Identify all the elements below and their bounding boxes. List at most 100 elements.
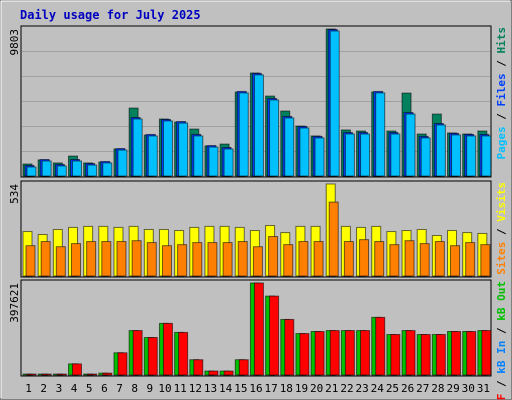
- bar: [146, 242, 157, 277]
- bar: [465, 242, 476, 277]
- bar: [178, 331, 189, 376]
- x-tick-label: 27: [416, 382, 429, 395]
- x-tick-label: 16: [249, 382, 262, 395]
- legend-entry: Hits: [495, 27, 508, 54]
- x-tick-label: 15: [234, 382, 247, 395]
- bar: [435, 334, 446, 376]
- bar: [162, 120, 173, 177]
- bar: [390, 334, 401, 376]
- x-tick-label: 13: [204, 382, 217, 395]
- bar: [86, 241, 97, 277]
- bar: [344, 133, 355, 177]
- bar: [102, 372, 113, 376]
- bar: [359, 239, 370, 277]
- bar: [56, 373, 67, 376]
- bar: [328, 201, 339, 277]
- bar: [360, 330, 371, 376]
- x-tick-label: 18: [280, 382, 293, 395]
- bar: [466, 331, 477, 376]
- x-tick-label: 21: [325, 382, 338, 395]
- bar: [314, 331, 325, 376]
- legend-entry: Sites: [495, 242, 508, 275]
- legend-entry: kB Out: [495, 281, 508, 321]
- bar: [269, 295, 280, 376]
- bar: [268, 236, 279, 277]
- x-tick-label: 1: [25, 382, 32, 395]
- legend-separator: /: [495, 107, 508, 127]
- bar: [25, 245, 36, 277]
- x-tick-label: 2: [40, 382, 47, 395]
- bar: [253, 282, 264, 376]
- bar: [56, 165, 67, 177]
- bar: [71, 160, 82, 177]
- legend: Pages / Files / Hits: [495, 27, 508, 160]
- bar: [41, 160, 52, 177]
- bar: [207, 242, 218, 277]
- bar: [41, 373, 52, 376]
- bar: [343, 241, 354, 277]
- bar: [238, 92, 249, 177]
- bar: [87, 164, 98, 177]
- chart-title: Daily usage for July 2025: [20, 8, 201, 22]
- bar: [132, 330, 143, 376]
- bar: [284, 117, 295, 177]
- bar: [253, 74, 264, 177]
- bar: [178, 122, 189, 177]
- legend-separator: /: [495, 222, 508, 242]
- legend-entry: Files: [495, 73, 508, 106]
- bar: [420, 137, 431, 177]
- x-tick-label: 12: [189, 382, 202, 395]
- legend-separator: /: [495, 321, 508, 341]
- bar: [193, 359, 204, 376]
- bar: [237, 241, 248, 277]
- bar: [374, 241, 385, 277]
- bar: [480, 244, 491, 277]
- bar: [238, 359, 249, 376]
- bar: [162, 322, 173, 376]
- bar: [55, 246, 66, 277]
- x-tick-label: 31: [477, 382, 490, 395]
- bar: [313, 241, 324, 277]
- x-tick-label: 11: [174, 382, 187, 395]
- x-tick-label: 8: [131, 382, 138, 395]
- bar: [177, 244, 188, 277]
- bar: [299, 127, 310, 177]
- x-tick-label: 17: [265, 382, 278, 395]
- bar: [208, 146, 219, 177]
- x-tick-label: 10: [158, 382, 171, 395]
- bar: [284, 318, 295, 376]
- bar: [102, 162, 113, 177]
- bar: [192, 242, 203, 277]
- x-tick-label: 24: [371, 382, 385, 395]
- bar: [419, 243, 430, 277]
- legend: kB F / kB In / kB Out: [495, 281, 508, 400]
- x-tick-label: 26: [401, 382, 414, 395]
- bar: [375, 92, 386, 177]
- x-tick-label: 9: [147, 382, 154, 395]
- bar: [71, 363, 82, 376]
- x-tick-label: 14: [219, 382, 233, 395]
- bar: [131, 240, 142, 277]
- bar: [252, 246, 263, 277]
- bar: [451, 331, 462, 376]
- bar: [117, 352, 128, 376]
- y-tick-label: 397621: [8, 283, 21, 323]
- bar: [314, 137, 325, 177]
- bar: [117, 149, 128, 177]
- bar: [208, 370, 219, 376]
- bar: [344, 330, 355, 376]
- bar: [283, 244, 294, 277]
- x-tick-label: 29: [446, 382, 459, 395]
- legend-separator: /: [495, 54, 508, 74]
- bar: [222, 242, 233, 277]
- bar: [405, 330, 416, 376]
- bar: [329, 30, 340, 177]
- bar: [435, 124, 446, 177]
- bar: [404, 240, 415, 277]
- bar: [40, 241, 51, 277]
- bar: [147, 337, 158, 376]
- bar: [299, 333, 310, 376]
- legend-entry: Pages: [495, 126, 508, 159]
- x-tick-label: 19: [295, 382, 308, 395]
